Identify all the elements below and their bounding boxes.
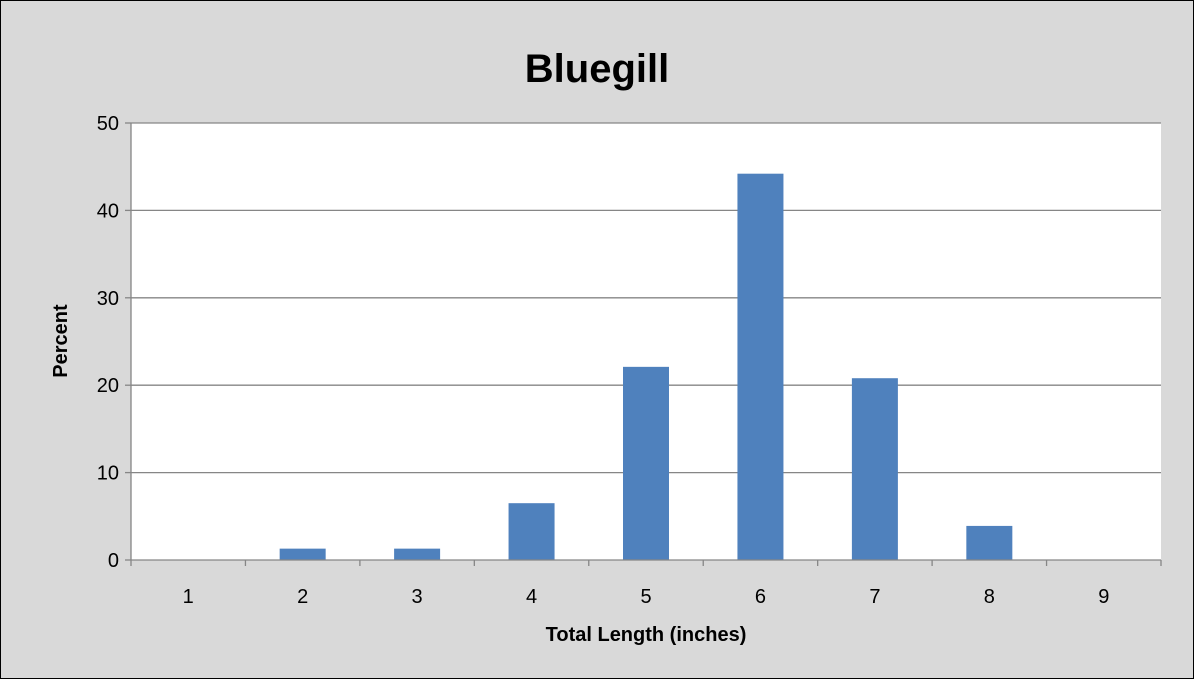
x-tick-label: 9 bbox=[1098, 586, 1109, 608]
bar bbox=[394, 548, 441, 560]
bar bbox=[966, 525, 1013, 560]
y-tick-label: 10 bbox=[97, 463, 119, 485]
bar bbox=[279, 548, 326, 560]
x-tick-label: 8 bbox=[984, 586, 995, 608]
x-tick-label: 3 bbox=[412, 586, 423, 608]
x-tick-labels: 1 2 3 4 5 6 7 8 9 bbox=[183, 586, 1110, 608]
x-axis-title: Total Length (inches) bbox=[546, 624, 747, 646]
y-tick-label: 40 bbox=[97, 200, 119, 222]
y-tick-label: 20 bbox=[97, 375, 119, 397]
chart-title: Bluegill bbox=[525, 47, 669, 91]
bar bbox=[508, 503, 555, 560]
bar bbox=[851, 378, 898, 560]
bars bbox=[279, 173, 1013, 560]
x-tick-label: 4 bbox=[526, 586, 537, 608]
x-tick-label: 5 bbox=[640, 586, 651, 608]
y-tick-label: 0 bbox=[108, 550, 119, 572]
bar bbox=[737, 173, 784, 560]
bar bbox=[623, 366, 669, 560]
x-tick-label: 2 bbox=[297, 586, 308, 608]
x-tick-label: 6 bbox=[755, 586, 766, 608]
y-tick-label: 30 bbox=[97, 288, 119, 310]
y-axis-title: Percent bbox=[50, 304, 72, 378]
y-tick-labels: 0 10 20 30 40 50 bbox=[97, 113, 119, 572]
axes bbox=[125, 122, 1162, 566]
x-tick-label: 7 bbox=[869, 586, 880, 608]
y-tick-label: 50 bbox=[97, 113, 119, 135]
x-tick-label: 1 bbox=[183, 586, 194, 608]
